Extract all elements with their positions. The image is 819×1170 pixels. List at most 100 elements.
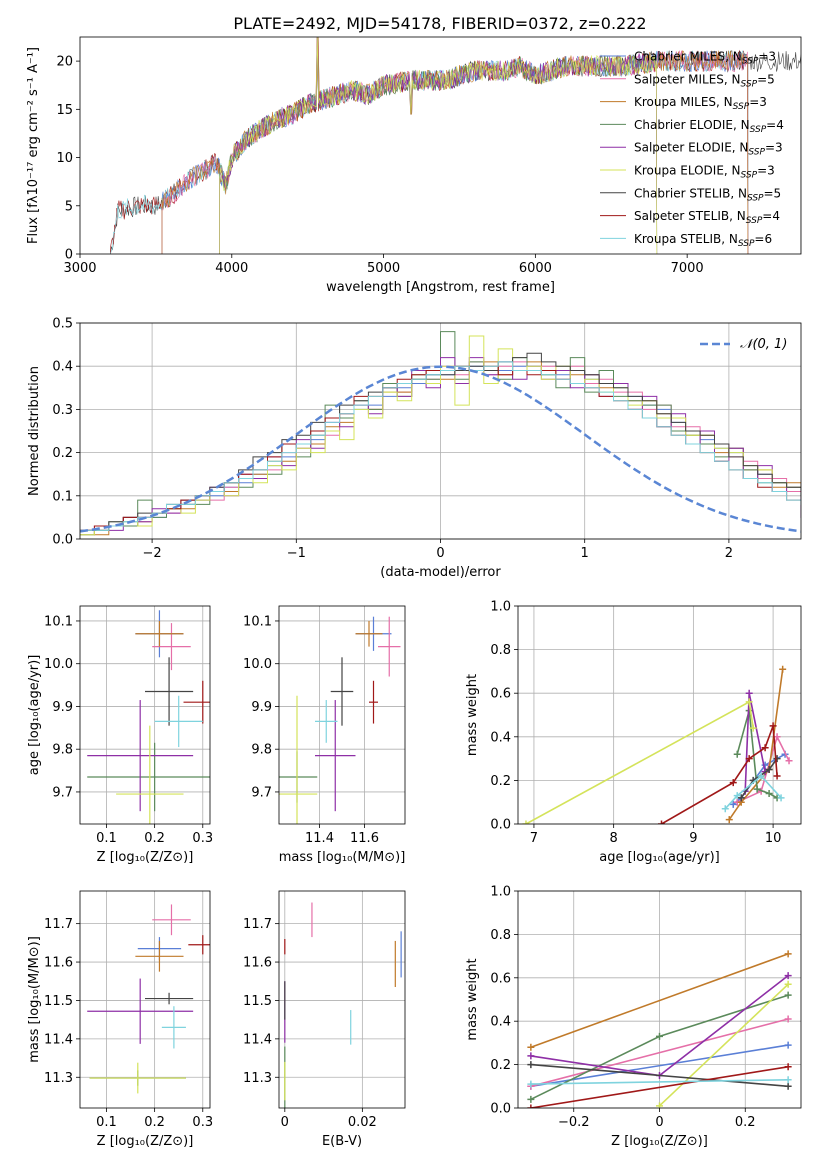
tick-label-x: 0: [655, 1115, 663, 1130]
weight-marker: [527, 1061, 535, 1069]
weight-marker: [765, 766, 773, 773]
weight-marker: [769, 722, 777, 730]
tick-label-y: 0.0: [52, 533, 73, 548]
legend-subscript: SSP: [738, 239, 755, 249]
tick-label-y: 11.6: [44, 956, 73, 971]
tick-label-y: 0.0: [490, 818, 511, 833]
tick-label-y: 11.5: [44, 994, 73, 1009]
weight-marker: [721, 805, 729, 813]
legend-subscript: SSP: [742, 57, 759, 67]
legend-label: 𝒩(0, 1): [740, 337, 787, 352]
legend-subscript: SSP: [733, 102, 750, 112]
tick-label-y: 9.8: [251, 743, 272, 758]
y-axis-label: mass weight: [465, 958, 480, 1040]
tick-label-x: 0.1: [96, 831, 117, 846]
axes-frame: 0.1 0.2 0.3 9.7 9.8 9.9 10.0 10.1 Z [log₁₀(Z/Z⊙)…: [27, 605, 213, 865]
tick-label-x: −2: [143, 546, 162, 561]
weight-marker: [784, 991, 792, 999]
panel-age-vs-mass: 11.4 11.6 9.7 9.8 9.9 10.0 10.1 mass [log₁₀(M/M…: [243, 605, 406, 865]
weight-line: [530, 1044, 789, 1088]
x-axis-label: Z [log₁₀(Z/Z⊙)]: [611, 1134, 708, 1149]
weight-marker: [656, 1032, 663, 1040]
weight-marker: [784, 1076, 792, 1084]
weight-marker: [784, 1082, 792, 1090]
spectrum-line: [219, 37, 658, 254]
tick-label-y: 0.6: [490, 687, 511, 702]
tick-label-x: 0: [281, 1115, 289, 1130]
legend-count: =3: [765, 141, 783, 155]
axes-frame: 3000 4000 5000 6000 7000 0 5 10 15 20 wavelength […: [26, 36, 802, 295]
weight-marker: [784, 1063, 792, 1071]
plot-area: [522, 665, 793, 824]
axes-border: [278, 890, 406, 1109]
legend-label: Salpeter ELODIE, NSSP=3: [634, 141, 783, 158]
weight-marker: [761, 761, 769, 769]
tick-label-x: 8: [610, 831, 618, 846]
plot-area: [110, 37, 801, 254]
weight-line: [530, 1018, 789, 1088]
weight-marker: [527, 1095, 535, 1103]
tick-label-y: 0.2: [490, 1058, 511, 1073]
legend-count: =3: [749, 95, 767, 109]
spectrum-legend: Chabrier MILES, NSSP=3 Salpeter MILES, NS…: [600, 50, 784, 249]
tick-label-x: 3000: [63, 261, 96, 276]
tick-label-y: 11.3: [44, 1071, 73, 1086]
weight-line: [661, 725, 778, 824]
legend-label: Kroupa MILES, NSSP=3: [634, 95, 767, 112]
axes-frame: −2 −1 0 1 2 0.0 0.1 0.2 0.3 0.4 0.5 (data-model)/er…: [27, 317, 802, 580]
weight-line: [525, 700, 754, 824]
axes-border: [79, 36, 802, 255]
legend-label: Salpeter STELIB, NSSP=4: [634, 209, 780, 226]
tick-label-y: 9.9: [52, 700, 73, 715]
weight-marker: [784, 1041, 792, 1049]
x-axis-label: age [log₁₀(age/yr)]: [599, 850, 720, 865]
weight-marker: [745, 755, 753, 763]
tick-label-x: 7000: [671, 261, 704, 276]
legend-subscript: SSP: [748, 148, 765, 158]
weight-marker: [729, 800, 737, 808]
weight-marker: [527, 1052, 535, 1060]
tick-label-y: 11.7: [44, 917, 73, 932]
tick-label-x: 4000: [215, 261, 248, 276]
legend-label: Kroupa ELODIE, NSSP=3: [634, 164, 775, 181]
tick-label-x: 0.3: [192, 1115, 213, 1130]
tick-label-x: 7: [530, 831, 538, 846]
tick-label-x: 9: [689, 831, 697, 846]
tick-label-x: −1: [287, 546, 306, 561]
legend-subscript: SSP: [741, 171, 758, 181]
legend-label: Chabrier ELODIE, NSSP=4: [634, 118, 784, 135]
legend-label: Kroupa STELIB, NSSP=6: [634, 232, 772, 249]
panel-spectrum: 3000 4000 5000 6000 7000 0 5 10 15 20 wavelength […: [26, 36, 802, 295]
weight-line: [530, 953, 789, 1048]
y-axis-label: age [log₁₀(age/yr)]: [27, 655, 42, 776]
weight-marker: [785, 757, 793, 765]
tick-label-x: 5000: [367, 261, 400, 276]
panel-residuals: −2 −1 0 1 2 0.0 0.1 0.2 0.3 0.4 0.5 (data-model)/er…: [27, 317, 802, 580]
tick-label-y: 20: [56, 55, 73, 70]
legend-count: =3: [757, 164, 775, 178]
tick-label-x: 0: [436, 546, 444, 561]
weight-marker: [527, 1104, 535, 1108]
legend-label: Chabrier STELIB, NSSP=5: [634, 186, 781, 203]
tick-label-y: 0.4: [490, 730, 511, 745]
tick-label-y: 0.4: [490, 1015, 511, 1030]
legend-subscript: SSP: [746, 216, 763, 226]
tick-label-y: 0.3: [52, 403, 73, 418]
weight-marker: [784, 1015, 792, 1023]
tick-label-y: 0.5: [52, 317, 73, 332]
tick-label-y: 5: [65, 199, 73, 214]
plot-area: [527, 950, 792, 1108]
tick-label-y: 11.4: [243, 1032, 272, 1047]
tick-label-y: 9.7: [52, 785, 73, 800]
axes-frame: 0.1 0.2 0.3 11.3 11.4 11.5 11.6 11.7 Z [log₁₀(Z/…: [27, 890, 213, 1149]
weight-marker: [737, 794, 745, 802]
panel-weights-vs-age: 7 8 9 10 0.0 0.2 0.4 0.6 0.8 1.0 age [log₁₀(age/yr…: [465, 600, 802, 865]
tick-label-x: 1: [581, 546, 589, 561]
weight-marker: [725, 816, 733, 824]
x-axis-label: mass [log₁₀(M/M⊙)]: [279, 850, 406, 865]
axes-frame: 7 8 9 10 0.0 0.2 0.4 0.6 0.8 1.0 age [log₁₀(age/yr…: [465, 600, 802, 865]
weight-marker: [745, 689, 753, 697]
weight-marker: [753, 785, 761, 793]
weight-line: [530, 1066, 789, 1108]
